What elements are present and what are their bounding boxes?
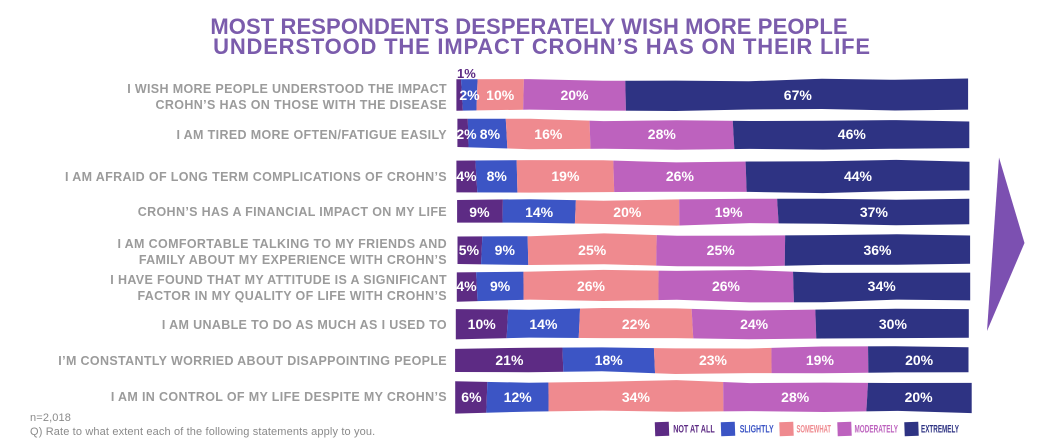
svg-text:37%: 37% [860, 204, 889, 220]
svg-text:5%: 5% [459, 242, 480, 258]
svg-text:23%: 23% [699, 352, 728, 368]
svg-text:4%: 4% [456, 168, 477, 184]
svg-text:24%: 24% [740, 316, 769, 332]
svg-text:SOMEWHAT: SOMEWHAT [797, 424, 832, 436]
svg-text:12%: 12% [504, 389, 533, 405]
svg-text:34%: 34% [622, 389, 651, 405]
svg-text:25%: 25% [578, 242, 607, 258]
svg-text:MODERATELY: MODERATELY [855, 424, 899, 436]
svg-text:9%: 9% [495, 242, 516, 258]
svg-text:25%: 25% [707, 242, 736, 258]
svg-text:67%: 67% [784, 87, 813, 103]
svg-text:10%: 10% [468, 316, 497, 332]
svg-text:26%: 26% [577, 278, 606, 294]
svg-text:22%: 22% [622, 316, 651, 332]
svg-text:36%: 36% [863, 242, 892, 258]
svg-text:34%: 34% [868, 278, 897, 294]
svg-text:2%: 2% [456, 126, 477, 142]
svg-text:20%: 20% [905, 352, 934, 368]
svg-text:SLIGHTLY: SLIGHTLY [740, 424, 774, 436]
svg-text:21%: 21% [495, 352, 524, 368]
svg-text:16%: 16% [534, 126, 563, 142]
svg-text:30%: 30% [879, 316, 908, 332]
svg-text:19%: 19% [806, 352, 835, 368]
svg-text:44%: 44% [844, 168, 873, 184]
svg-text:20%: 20% [560, 87, 589, 103]
svg-text:4%: 4% [456, 278, 477, 294]
svg-text:1%: 1% [457, 66, 476, 81]
svg-text:10%: 10% [486, 87, 515, 103]
svg-text:26%: 26% [712, 278, 741, 294]
svg-text:28%: 28% [648, 126, 677, 142]
svg-text:9%: 9% [490, 278, 511, 294]
svg-text:46%: 46% [838, 126, 867, 142]
svg-text:2%: 2% [459, 87, 480, 103]
svg-text:20%: 20% [905, 389, 934, 405]
svg-text:NOT AT ALL: NOT AT ALL [673, 424, 715, 436]
svg-text:19%: 19% [715, 204, 744, 220]
svg-text:19%: 19% [551, 168, 580, 184]
svg-text:6%: 6% [461, 389, 482, 405]
svg-text:14%: 14% [529, 316, 558, 332]
svg-text:9%: 9% [469, 204, 490, 220]
svg-text:8%: 8% [487, 168, 508, 184]
svg-text:20%: 20% [613, 204, 642, 220]
svg-text:8%: 8% [480, 126, 501, 142]
svg-text:EXTREMELY: EXTREMELY [921, 424, 959, 436]
svg-text:14%: 14% [525, 204, 554, 220]
svg-text:18%: 18% [595, 352, 624, 368]
svg-text:26%: 26% [666, 168, 695, 184]
svg-text:28%: 28% [781, 389, 810, 405]
